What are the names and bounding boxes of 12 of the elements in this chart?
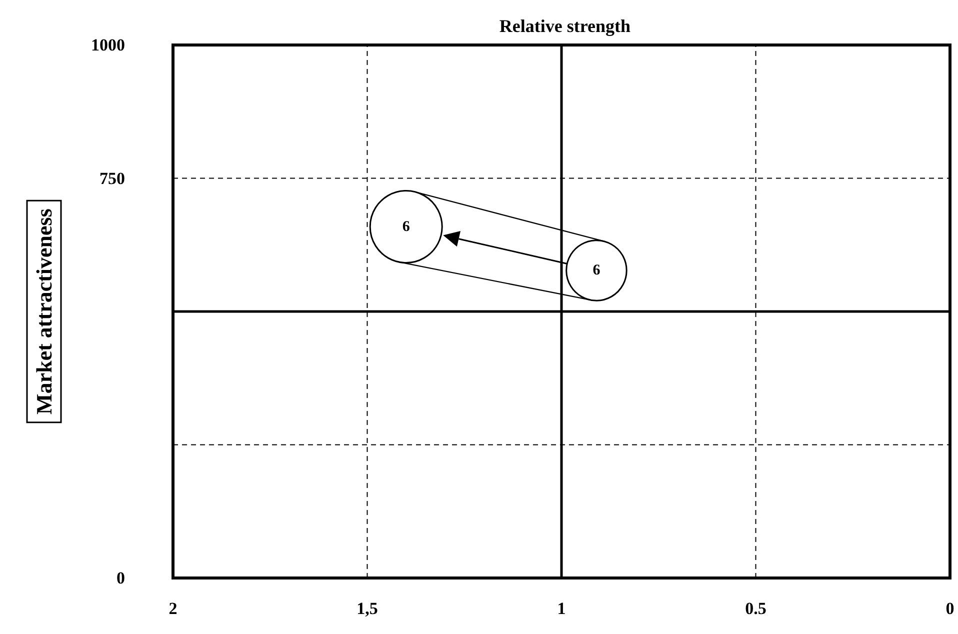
x-tick-label: 1 [557,599,566,618]
y-axis-title: Market attractiveness [32,208,56,414]
chart-title: Relative strength [499,16,631,36]
x-tick-label: 0 [946,599,954,618]
y-tick-label: 0 [116,568,125,588]
annotation: 6 [402,218,410,235]
y-tick-label: 1000 [91,36,125,54]
x-tick-label: 1,5 [356,599,378,618]
x-tick-label: 0.5 [745,599,766,618]
annotation: 6 [592,262,601,278]
y-tick-label: 750 [100,168,125,188]
x-tick-label: 2 [168,599,178,618]
